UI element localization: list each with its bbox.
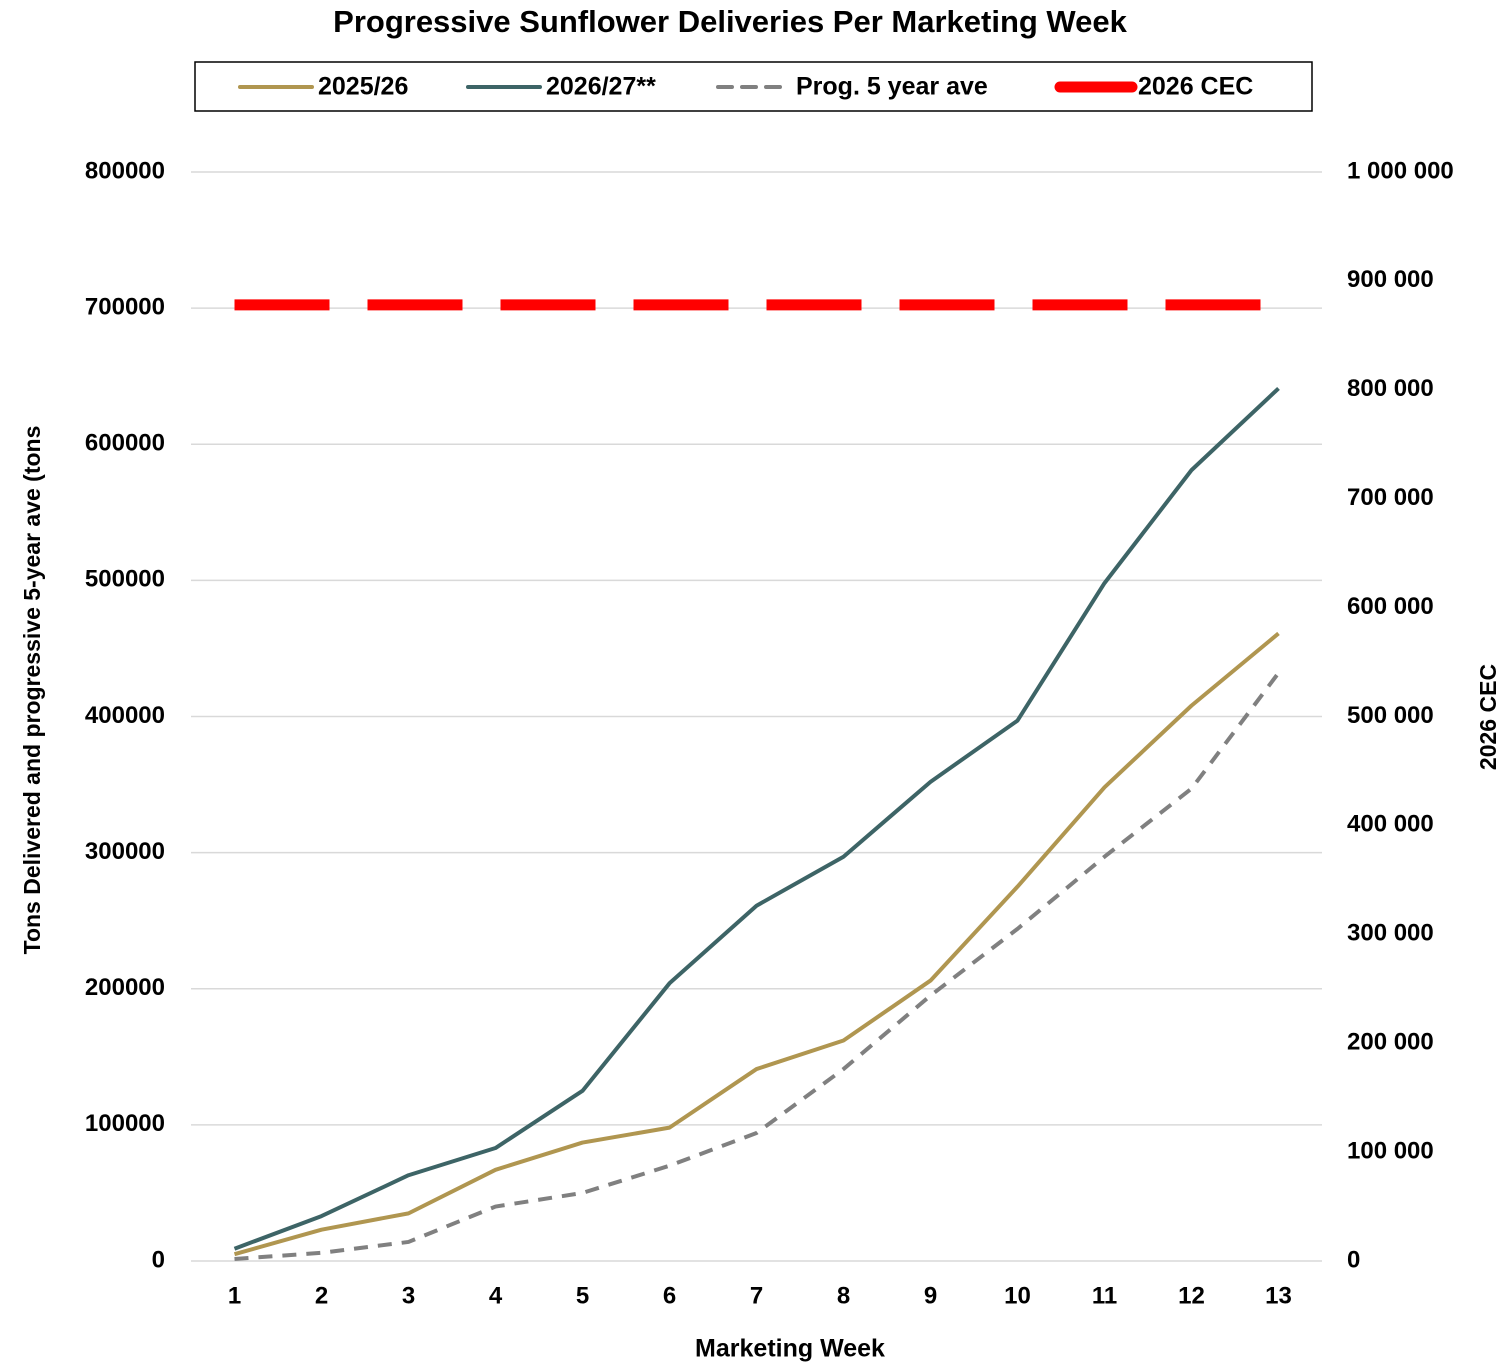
y2-tick-label: 400 000 bbox=[1347, 811, 1434, 838]
x-tick-label: 2 bbox=[315, 1282, 328, 1309]
y-axis-title: Tons Delivered and progressive 5-year av… bbox=[19, 426, 45, 955]
x-tick-label: 7 bbox=[750, 1282, 763, 1309]
x-tick-label: 4 bbox=[489, 1282, 503, 1309]
legend-label: 2026/27** bbox=[546, 73, 656, 101]
y2-tick-label: 0 bbox=[1347, 1246, 1360, 1273]
x-tick-label: 8 bbox=[837, 1282, 850, 1309]
legend-label: 2026 CEC bbox=[1138, 73, 1253, 101]
x-tick-label: 5 bbox=[576, 1282, 589, 1309]
y2-tick-label: 200 000 bbox=[1347, 1029, 1434, 1056]
legend-label: Prog. 5 year ave bbox=[796, 73, 988, 101]
y2-tick-label: 700 000 bbox=[1347, 484, 1434, 511]
chart-title: Progressive Sunflower Deliveries Per Mar… bbox=[333, 4, 1127, 39]
x-tick-label: 9 bbox=[924, 1282, 937, 1309]
x-tick-label: 10 bbox=[1004, 1282, 1031, 1309]
x-tick-label: 11 bbox=[1092, 1282, 1117, 1309]
legend-box bbox=[194, 61, 1313, 112]
y-tick-label: 300000 bbox=[85, 838, 165, 865]
x-tick-label: 6 bbox=[663, 1282, 676, 1309]
series-line bbox=[233, 386, 1280, 1251]
y-tick-label: 100000 bbox=[85, 1110, 165, 1137]
y-tick-label: 800000 bbox=[85, 157, 165, 184]
y2-tick-label: 900 000 bbox=[1347, 266, 1434, 293]
x-tick-label: 1 bbox=[228, 1282, 241, 1309]
x-tick-label: 13 bbox=[1265, 1282, 1292, 1309]
y2-tick-label: 800 000 bbox=[1347, 375, 1434, 402]
y2-tick-label: 600 000 bbox=[1347, 593, 1434, 620]
series-line bbox=[233, 631, 1280, 1257]
y2-tick-label: 100 000 bbox=[1347, 1137, 1434, 1164]
y2-tick-label: 1 000 000 bbox=[1347, 157, 1454, 184]
y-tick-label: 700000 bbox=[85, 293, 165, 320]
y-tick-label: 400000 bbox=[85, 702, 165, 729]
y2-tick-label: 500 000 bbox=[1347, 702, 1434, 729]
x-axis-title: Marketing Week bbox=[695, 1335, 885, 1363]
series-line bbox=[234, 671, 1281, 1261]
y2-tick-label: 300 000 bbox=[1347, 920, 1434, 947]
y-tick-label: 600000 bbox=[85, 430, 165, 457]
y2-axis-title: 2026 CEC bbox=[1475, 664, 1501, 770]
y-tick-label: 0 bbox=[152, 1246, 165, 1273]
legend-label: 2025/26 bbox=[318, 73, 408, 101]
x-tick-label: 3 bbox=[402, 1282, 415, 1309]
x-tick-label: 12 bbox=[1178, 1282, 1205, 1309]
y-tick-label: 200000 bbox=[85, 974, 165, 1001]
y-tick-label: 500000 bbox=[85, 566, 165, 593]
